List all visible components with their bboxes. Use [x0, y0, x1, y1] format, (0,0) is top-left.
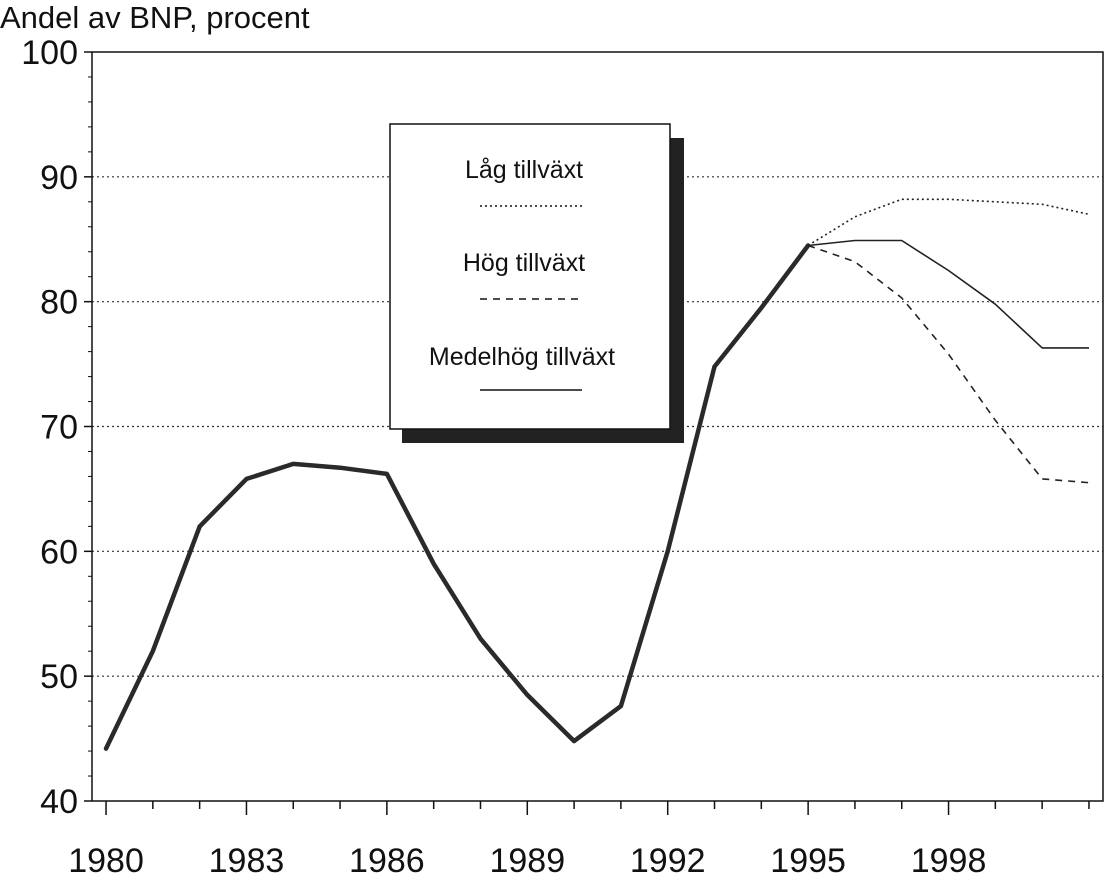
y-tick-label-100: 100: [21, 34, 78, 72]
legend-label-lag: Låg tillväxt: [465, 156, 583, 184]
series-line-medelhog-tillvaxt: [808, 239, 1089, 349]
y-axis-label: Andel av BNP, procent: [0, 0, 310, 35]
y-tick-label-90: 90: [40, 159, 78, 197]
y-tick-label-40: 40: [40, 783, 78, 821]
series-lines: [103, 198, 1090, 751]
x-tick-label-1983: 1983: [209, 842, 285, 875]
series-line-historical: [103, 243, 811, 751]
x-tick-label-1980: 1980: [68, 842, 144, 875]
y-tick-label-50: 50: [40, 658, 78, 696]
x-tick-label-1986: 1986: [349, 842, 425, 875]
y-tick-label-70: 70: [40, 409, 78, 447]
legend-label-hog: Hög tillväxt: [463, 249, 585, 277]
series-line-lag-tillvaxt: [807, 198, 1090, 247]
y-tick-label-60: 60: [40, 533, 78, 571]
x-tick-label-1992: 1992: [630, 842, 706, 875]
axes: 40 50 60 70 80 90 100 1980 1983 1986 1989 1992 1995 1…: [21, 34, 1104, 875]
legend: Låg tillväxt Hög tillväxt Medelhög tillv…: [389, 123, 684, 443]
y-tick-label-80: 80: [40, 284, 78, 322]
x-tick-label-1998: 1998: [911, 842, 987, 875]
series-line-hog-tillvaxt: [807, 244, 1090, 484]
x-tick-label-1989: 1989: [489, 842, 565, 875]
legend-box: [389, 123, 671, 430]
legend-label-medelhog: Medelhög tillväxt: [429, 343, 615, 371]
x-tick-label-1995: 1995: [770, 842, 846, 875]
